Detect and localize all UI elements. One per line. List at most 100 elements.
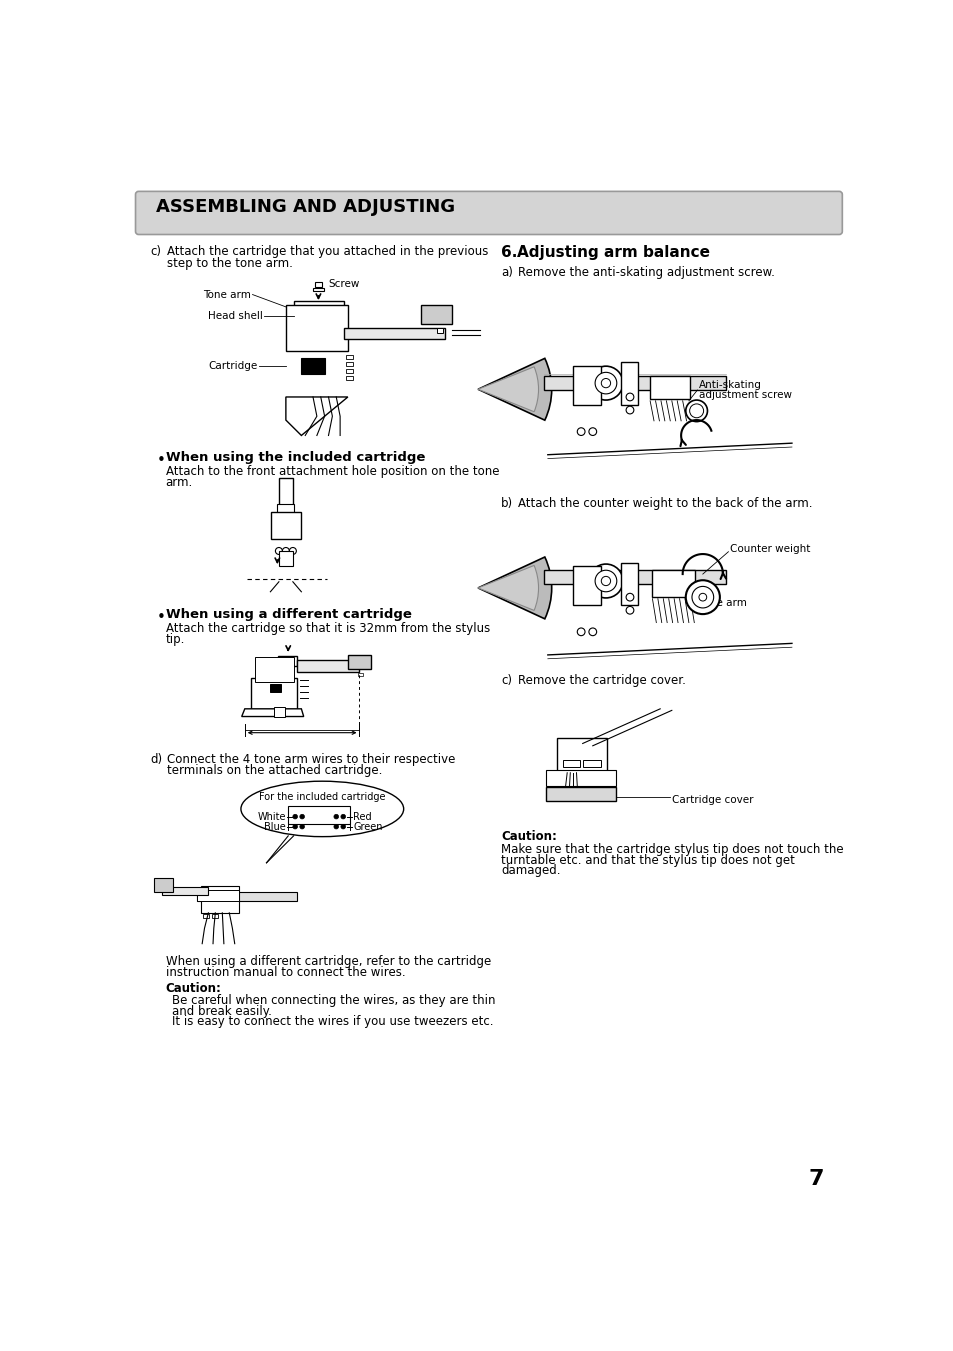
Text: Adjusting arm balance: Adjusting arm balance bbox=[517, 246, 709, 261]
Text: d): d) bbox=[150, 754, 162, 766]
Circle shape bbox=[577, 428, 584, 435]
Bar bbox=[278, 478, 293, 505]
Text: Caution:: Caution: bbox=[500, 831, 557, 843]
Bar bbox=[196, 890, 239, 901]
Circle shape bbox=[299, 815, 304, 819]
Bar bbox=[313, 288, 323, 292]
Bar bbox=[286, 304, 348, 351]
Text: Tone arm: Tone arm bbox=[203, 289, 251, 300]
Text: instruction manual to connect the wires.: instruction manual to connect the wires. bbox=[166, 966, 405, 979]
Bar bbox=[203, 913, 209, 919]
Circle shape bbox=[588, 565, 622, 598]
Text: Head shell: Head shell bbox=[208, 311, 262, 322]
Text: Anti-skating: Anti-skating bbox=[699, 381, 761, 390]
Bar bbox=[649, 376, 690, 400]
Text: When using the included cartridge: When using the included cartridge bbox=[166, 451, 425, 463]
Circle shape bbox=[289, 547, 296, 554]
Bar bbox=[620, 562, 638, 605]
Text: damaged.: damaged. bbox=[500, 865, 560, 877]
Text: arm.: arm. bbox=[166, 476, 193, 489]
Wedge shape bbox=[477, 566, 537, 611]
Text: Attach the counter weight to the back of the arm.: Attach the counter weight to the back of… bbox=[517, 497, 812, 511]
Bar bbox=[288, 805, 350, 824]
Text: Be careful when connecting the wires, as they are thin: Be careful when connecting the wires, as… bbox=[172, 994, 495, 1006]
Text: Attach to the front attachment hole position on the tone: Attach to the front attachment hole posi… bbox=[166, 465, 498, 478]
Bar bbox=[254, 657, 294, 682]
Text: Caution:: Caution: bbox=[166, 982, 221, 996]
Circle shape bbox=[595, 373, 617, 394]
Circle shape bbox=[293, 815, 297, 819]
Text: tip.: tip. bbox=[166, 632, 185, 646]
Bar bbox=[346, 355, 353, 359]
Text: c): c) bbox=[500, 674, 512, 688]
Bar bbox=[278, 655, 297, 666]
Circle shape bbox=[685, 400, 707, 422]
Circle shape bbox=[625, 593, 633, 601]
Bar bbox=[436, 328, 443, 334]
Bar bbox=[278, 551, 293, 566]
Bar bbox=[277, 504, 294, 517]
Bar bbox=[314, 282, 322, 286]
Bar bbox=[196, 892, 297, 901]
Circle shape bbox=[588, 628, 596, 636]
Text: turntable etc. and that the stylus tip does not get: turntable etc. and that the stylus tip d… bbox=[500, 854, 795, 866]
Text: a): a) bbox=[500, 266, 513, 280]
Circle shape bbox=[691, 586, 713, 608]
Bar bbox=[573, 566, 599, 605]
Wedge shape bbox=[477, 358, 551, 420]
Bar bbox=[270, 684, 281, 692]
Circle shape bbox=[595, 570, 617, 592]
Bar bbox=[297, 661, 359, 671]
Text: •: • bbox=[156, 453, 165, 469]
Circle shape bbox=[699, 593, 706, 601]
FancyBboxPatch shape bbox=[135, 192, 841, 235]
Bar bbox=[271, 512, 300, 539]
Ellipse shape bbox=[241, 781, 403, 836]
Bar bbox=[546, 788, 616, 801]
Text: Attach the cartridge so that it is 32mm from the stylus: Attach the cartridge so that it is 32mm … bbox=[166, 621, 490, 635]
Circle shape bbox=[600, 577, 610, 585]
Bar bbox=[546, 770, 616, 786]
Circle shape bbox=[625, 393, 633, 401]
Text: Blue: Blue bbox=[264, 821, 286, 832]
Text: 7: 7 bbox=[808, 1169, 823, 1189]
Circle shape bbox=[275, 547, 282, 554]
Bar bbox=[154, 878, 173, 892]
Text: Cartridge cover: Cartridge cover bbox=[671, 794, 753, 805]
Circle shape bbox=[282, 547, 289, 554]
Text: Remove the cartridge cover.: Remove the cartridge cover. bbox=[517, 674, 685, 688]
Circle shape bbox=[340, 815, 345, 819]
Text: Green: Green bbox=[353, 821, 382, 832]
Text: It is easy to connect the wires if you use tweezers etc.: It is easy to connect the wires if you u… bbox=[172, 1016, 493, 1028]
Bar bbox=[346, 369, 353, 373]
Text: •: • bbox=[156, 611, 165, 626]
Bar bbox=[346, 362, 353, 366]
Circle shape bbox=[625, 407, 633, 413]
Wedge shape bbox=[477, 366, 537, 412]
Text: b): b) bbox=[500, 497, 513, 511]
Bar bbox=[162, 888, 208, 896]
Circle shape bbox=[588, 428, 596, 435]
Polygon shape bbox=[251, 678, 297, 709]
Text: When using a different cartridge, refer to the cartridge: When using a different cartridge, refer … bbox=[166, 955, 491, 969]
Circle shape bbox=[600, 378, 610, 388]
Text: c): c) bbox=[150, 246, 161, 258]
Text: Red: Red bbox=[353, 812, 372, 821]
Bar bbox=[346, 376, 353, 380]
Bar bbox=[543, 376, 725, 390]
Bar bbox=[301, 358, 324, 374]
Text: ASSEMBLING AND ADJUSTING: ASSEMBLING AND ADJUSTING bbox=[156, 197, 456, 216]
Text: 6.: 6. bbox=[500, 246, 517, 261]
Text: step to the tone arm.: step to the tone arm. bbox=[167, 257, 293, 270]
Wedge shape bbox=[477, 557, 551, 619]
Circle shape bbox=[685, 580, 720, 615]
Text: terminals on the attached cartridge.: terminals on the attached cartridge. bbox=[167, 765, 382, 777]
Polygon shape bbox=[286, 397, 348, 435]
Bar bbox=[200, 886, 239, 913]
Text: Attach the cartridge that you attached in the previous: Attach the cartridge that you attached i… bbox=[167, 246, 488, 258]
Circle shape bbox=[299, 824, 304, 830]
Polygon shape bbox=[241, 709, 303, 716]
Text: When using a different cartridge: When using a different cartridge bbox=[166, 608, 411, 621]
Circle shape bbox=[577, 628, 584, 636]
Bar bbox=[562, 761, 579, 766]
